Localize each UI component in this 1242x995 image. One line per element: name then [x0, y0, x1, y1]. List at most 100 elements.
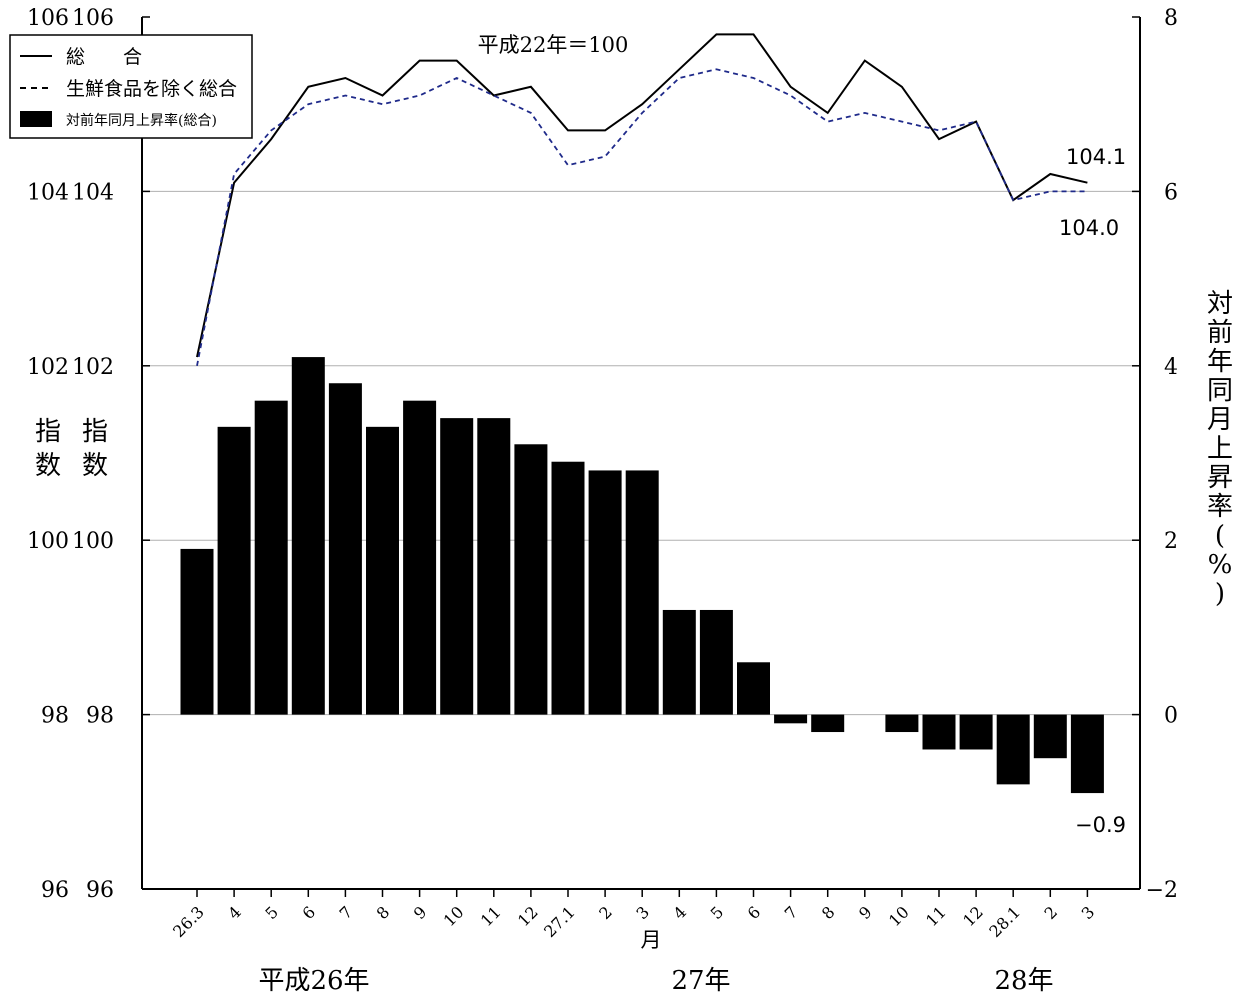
x-tick-label: 10 — [440, 902, 468, 930]
bar-rate-23 — [1033, 714, 1067, 759]
x-tick-label: 2 — [1040, 902, 1061, 923]
axes — [141, 16, 1141, 897]
bar-rate-2 — [254, 400, 288, 715]
left-tick-label-outer: 98 — [41, 704, 69, 729]
bar-rate-14 — [699, 609, 733, 715]
right-tick-label: 6 — [1164, 180, 1178, 205]
left-tick-label-inner: 102 — [72, 355, 114, 380]
legend-label-rate: 対前年同月上昇率(総合) — [66, 112, 217, 129]
left-tick-label-inner: 100 — [72, 529, 114, 554]
bar-rate-15 — [737, 662, 770, 715]
left-tick-label-inner: 106 — [72, 6, 114, 31]
legend-label-core: 生鮮食品を除く総合 — [66, 78, 237, 100]
x-tick-label: 4 — [224, 902, 245, 923]
bar-rate-5 — [366, 426, 399, 715]
right-axis-title-char: 年 — [1207, 347, 1233, 377]
bar-rate-3 — [291, 357, 325, 715]
left-axis-title-char-outer: 指 — [35, 417, 61, 447]
bar-rate-22 — [996, 714, 1030, 785]
x-tick-label: 26.3 — [169, 902, 208, 941]
right-axis-title-char: % — [1208, 550, 1233, 580]
left-axis-title-char-inner: 数 — [82, 451, 108, 481]
x-tick-label: 5 — [261, 902, 282, 923]
bar-rate-0 — [180, 548, 214, 715]
left-tick-label-outer: 106 — [27, 6, 69, 31]
bar-rate-6 — [403, 400, 437, 715]
x-tick-label: 9 — [410, 902, 431, 923]
year-label-27: 27年 — [671, 966, 730, 995]
x-tick-label: 8 — [373, 902, 394, 923]
legend-bar-swatch — [20, 111, 52, 127]
bar-rate-4 — [328, 383, 362, 715]
bar-rate-16 — [774, 714, 808, 724]
x-tick-label: 2 — [595, 902, 616, 923]
year-label-h26: 平成26年 — [258, 966, 369, 995]
x-tick-label: 7 — [336, 902, 357, 923]
left-tick-label-inner: 96 — [86, 878, 114, 903]
legend: 総 合 生鮮食品を除く総合 対前年同月上昇率(総合) — [9, 34, 253, 139]
bar-rate-1 — [217, 426, 251, 715]
left-tick-label-outer: 102 — [27, 355, 69, 380]
bar-rate-12 — [625, 470, 659, 715]
right-tick-label: −2 — [1146, 878, 1178, 903]
right-axis-title-char: ( — [1215, 521, 1225, 551]
x-tick-label: 12 — [514, 902, 542, 930]
x-tick-label: 7 — [781, 902, 802, 923]
x-tick-label: 11 — [922, 902, 950, 930]
right-tick-label: 4 — [1164, 355, 1178, 380]
right-axis-title-char: 前 — [1207, 318, 1233, 348]
bar-rate-9 — [514, 444, 548, 715]
right-axis-title-char: 同 — [1207, 376, 1233, 406]
right-tick-label: 0 — [1164, 704, 1178, 729]
annotation-core-last: 104.0 — [1059, 216, 1119, 240]
bar-rate-21 — [959, 714, 993, 750]
right-axis-title-char: 率 — [1207, 492, 1233, 522]
right-axis-title-char: ) — [1215, 579, 1225, 609]
month-unit-label: 月 — [641, 928, 662, 952]
right-axis-title-char: 昇 — [1207, 463, 1233, 493]
bar-rate-10 — [551, 461, 585, 715]
x-tick-label: 3 — [1078, 902, 1099, 923]
x-tick-label: 28.1 — [985, 902, 1024, 941]
x-tick-label: 9 — [855, 902, 876, 923]
x-tick-label: 27.1 — [540, 902, 579, 941]
left-tick-label-outer: 96 — [41, 878, 69, 903]
left-axis-title-char-inner: 指 — [82, 417, 108, 447]
left-tick-label-inner: 104 — [72, 180, 114, 205]
line-core — [196, 68, 1088, 366]
annotation-rate-last: −0.9 — [1075, 813, 1126, 837]
bar-rate-11 — [588, 470, 622, 715]
x-tick-label: 8 — [818, 902, 839, 923]
bar-rate-19 — [885, 714, 919, 733]
base-note: 平成22年＝100 — [478, 33, 629, 57]
line-total — [196, 33, 1088, 358]
right-tick-label: 8 — [1164, 6, 1178, 31]
x-tick-label: 11 — [477, 902, 505, 930]
x-tick-label: 10 — [885, 902, 913, 930]
bar-rate-20 — [922, 714, 956, 750]
bar-rate-24 — [1070, 714, 1104, 794]
left-tick-label-outer: 100 — [27, 529, 69, 554]
right-axis-title-char: 対 — [1207, 289, 1233, 319]
bar-rate-8 — [477, 418, 511, 715]
x-tick-label: 3 — [632, 902, 653, 923]
left-tick-label-inner: 98 — [86, 704, 114, 729]
x-tick-label: 4 — [669, 902, 690, 923]
bar-rate-7 — [440, 418, 474, 715]
right-axis-title-char: 上 — [1207, 434, 1233, 464]
x-tick-label: 6 — [298, 902, 319, 923]
bar-rate-13 — [662, 609, 696, 715]
x-tick-label: 6 — [744, 902, 765, 923]
x-tick-label: 5 — [707, 902, 728, 923]
annotation-total-last: 104.1 — [1066, 145, 1126, 169]
legend-label-total: 総 合 — [66, 46, 142, 68]
left-tick-label-outer: 104 — [27, 180, 69, 205]
line-series — [196, 33, 1088, 366]
year-label-28: 28年 — [994, 966, 1053, 995]
right-axis-title-char: 月 — [1207, 405, 1233, 435]
bar-series — [180, 357, 1104, 794]
x-tick-label: 12 — [959, 902, 987, 930]
bar-rate-17 — [811, 714, 845, 733]
right-tick-label: 2 — [1164, 529, 1178, 554]
